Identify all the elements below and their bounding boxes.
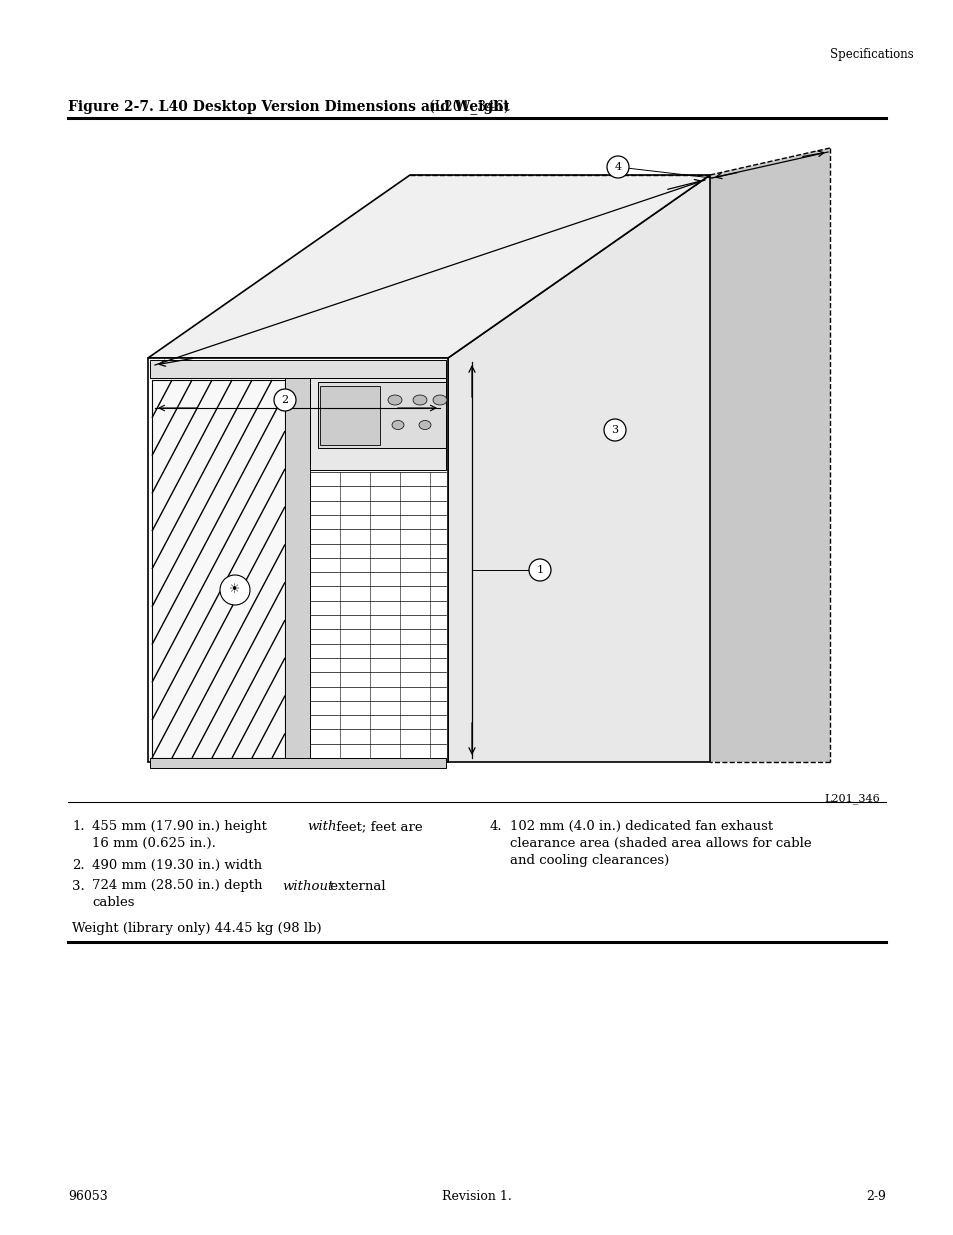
Text: with: with	[307, 820, 336, 832]
Ellipse shape	[418, 420, 431, 430]
Text: Figure 2-7. L40 Desktop Version Dimensions and Weight: Figure 2-7. L40 Desktop Version Dimensio…	[68, 100, 509, 114]
Polygon shape	[310, 378, 446, 471]
Text: clearance area (shaded area allows for cable: clearance area (shaded area allows for c…	[510, 837, 811, 850]
Ellipse shape	[433, 395, 447, 405]
Text: Weight (library only) 44.45 kg (98 lb): Weight (library only) 44.45 kg (98 lb)	[71, 923, 321, 935]
Circle shape	[220, 576, 250, 605]
Text: Revision 1.: Revision 1.	[441, 1191, 512, 1203]
Polygon shape	[319, 387, 379, 445]
Ellipse shape	[388, 395, 401, 405]
Polygon shape	[148, 175, 709, 358]
Circle shape	[529, 559, 551, 580]
Circle shape	[603, 419, 625, 441]
Polygon shape	[285, 378, 310, 758]
Bar	[152, 380, 285, 758]
Polygon shape	[709, 148, 829, 762]
Text: 2-9: 2-9	[865, 1191, 885, 1203]
Text: 1: 1	[536, 564, 543, 576]
Polygon shape	[150, 359, 446, 378]
Text: 102 mm (4.0 in.) dedicated fan exhaust: 102 mm (4.0 in.) dedicated fan exhaust	[510, 820, 772, 832]
Ellipse shape	[413, 395, 427, 405]
Ellipse shape	[392, 420, 403, 430]
Text: 3: 3	[611, 425, 618, 435]
Text: (L201_346): (L201_346)	[424, 100, 509, 115]
Polygon shape	[150, 758, 446, 768]
Text: 2.: 2.	[71, 860, 85, 872]
Text: without: without	[282, 879, 333, 893]
Text: 2: 2	[281, 395, 288, 405]
Text: 3.: 3.	[71, 879, 85, 893]
Text: cables: cables	[91, 897, 134, 909]
Text: 16 mm (0.625 in.).: 16 mm (0.625 in.).	[91, 837, 215, 850]
Circle shape	[606, 156, 628, 178]
Text: 4: 4	[614, 162, 621, 172]
Text: 1.: 1.	[71, 820, 85, 832]
Text: L201_346: L201_346	[823, 793, 879, 804]
Text: feet; feet are: feet; feet are	[332, 820, 422, 832]
Text: ☀: ☀	[229, 583, 240, 597]
Text: 490 mm (19.30 in.) width: 490 mm (19.30 in.) width	[91, 860, 262, 872]
Text: Specifications: Specifications	[829, 48, 913, 61]
Circle shape	[274, 389, 295, 411]
Polygon shape	[317, 382, 446, 448]
Polygon shape	[448, 175, 709, 762]
Text: 4.: 4.	[490, 820, 502, 832]
Text: 724 mm (28.50 in.) depth: 724 mm (28.50 in.) depth	[91, 879, 267, 893]
Text: 96053: 96053	[68, 1191, 108, 1203]
Text: and cooling clearances): and cooling clearances)	[510, 853, 669, 867]
Text: 455 mm (17.90 in.) height: 455 mm (17.90 in.) height	[91, 820, 271, 832]
Polygon shape	[148, 358, 448, 762]
Text: external: external	[326, 879, 385, 893]
